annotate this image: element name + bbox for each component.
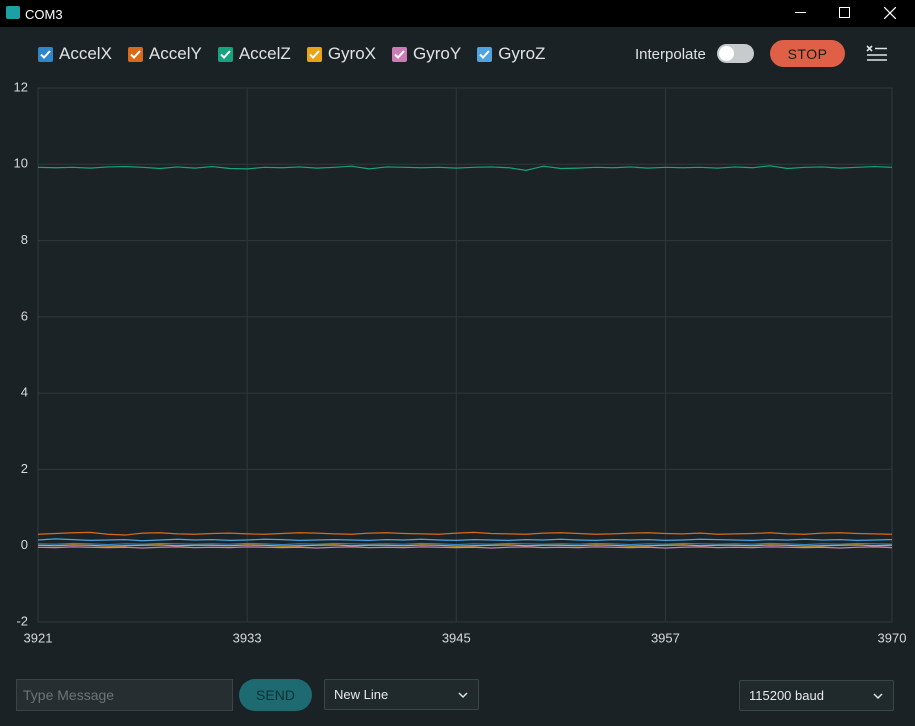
- series-line: [37, 538, 893, 542]
- legend-checkbox[interactable]: [38, 46, 53, 62]
- legend-label: GyroX: [327, 44, 376, 63]
- y-tick-label: 8: [21, 232, 28, 247]
- y-tick-label: 4: [21, 385, 28, 400]
- x-tick-label: 3957: [651, 630, 680, 645]
- baud-value: 115200 baud: [749, 688, 824, 703]
- maximize-button[interactable]: [839, 7, 850, 18]
- series-line: [37, 546, 893, 549]
- legend-item[interactable]: AccelY: [127, 44, 202, 64]
- line-ending-value: New Line: [334, 687, 389, 702]
- y-tick-label: 0: [21, 537, 28, 552]
- y-tick-label: 12: [14, 79, 28, 94]
- legend-checkbox[interactable]: [127, 46, 143, 62]
- x-tick-label: 3933: [233, 630, 262, 645]
- legend-checkbox[interactable]: [477, 46, 493, 62]
- x-tick-label: 3921: [24, 630, 53, 645]
- legend: AccelX AccelY AccelZ GyroX GyroY GyroZ: [0, 44, 600, 66]
- legend-label: GyroY: [413, 44, 462, 63]
- legend-label: AccelY: [148, 44, 202, 63]
- legend-checkbox[interactable]: [217, 46, 233, 62]
- interpolate-label: Interpolate: [635, 46, 706, 63]
- message-input[interactable]: Type Message: [16, 679, 233, 711]
- legend-checkbox[interactable]: [392, 46, 407, 62]
- legend-label: GyroZ: [498, 44, 546, 63]
- line-ending-select[interactable]: New Line: [324, 679, 479, 710]
- legend-item[interactable]: GyroY: [392, 44, 461, 64]
- baud-select[interactable]: 115200 baud: [739, 680, 894, 711]
- close-button[interactable]: [884, 7, 896, 19]
- legend-item[interactable]: GyroX: [306, 44, 376, 64]
- interpolate-toggle[interactable]: [717, 44, 754, 63]
- legend-label: AccelX: [59, 44, 112, 63]
- series-line: [37, 165, 893, 171]
- legend-item[interactable]: AccelZ: [217, 44, 291, 64]
- series-line: [37, 544, 893, 547]
- legend-item[interactable]: GyroZ: [477, 44, 545, 64]
- series-line: [37, 542, 893, 546]
- title-bar: COM3: [0, 0, 915, 27]
- minimize-button[interactable]: [795, 12, 806, 13]
- legend-label: AccelZ: [238, 44, 291, 63]
- y-tick-label: 6: [21, 308, 28, 323]
- legend-item[interactable]: AccelX: [38, 44, 112, 64]
- x-tick-label: 3970: [878, 630, 907, 645]
- y-tick-label: -2: [16, 613, 28, 628]
- window-title: COM3: [25, 7, 63, 22]
- y-tick-label: 2: [21, 461, 28, 476]
- legend-checkbox[interactable]: [306, 46, 322, 62]
- send-button[interactable]: SEND: [239, 679, 312, 711]
- x-tick-label: 3945: [442, 630, 471, 645]
- y-tick-label: 10: [14, 156, 28, 171]
- stop-button[interactable]: STOP: [770, 40, 845, 67]
- app-icon: [6, 6, 20, 19]
- series-line: [37, 531, 893, 536]
- menu-button[interactable]: [866, 44, 888, 62]
